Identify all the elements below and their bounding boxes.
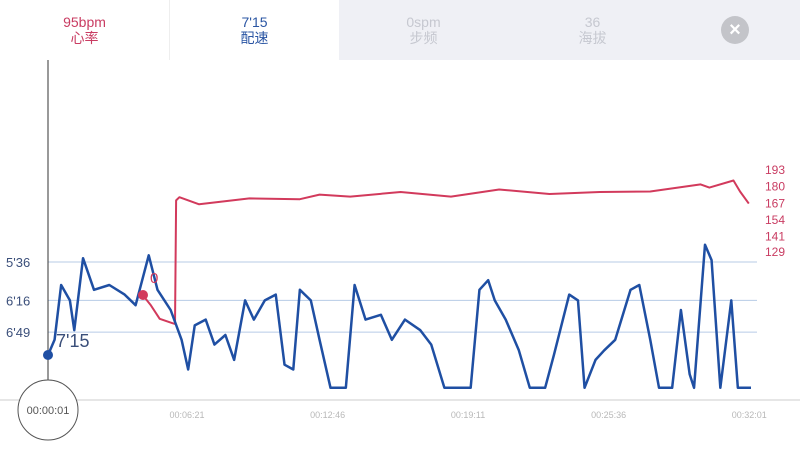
hr-tick-label: 193 [765, 163, 785, 177]
tab-altitude[interactable]: 36 海拔 [508, 0, 677, 60]
tab-value: 0spm [406, 14, 441, 30]
hr-cursor-dot [138, 290, 148, 300]
time-tick-label: 00:06:21 [170, 410, 205, 420]
tab-heart-rate[interactable]: 95bpm 心率 [0, 0, 169, 60]
cursor-time: 00:00:01 [27, 405, 70, 417]
pace-line [46, 243, 751, 390]
hr-tick-label: 154 [765, 213, 785, 227]
time-tick-label: 00:19:11 [451, 410, 485, 420]
pace-cursor-label: 7'15 [56, 331, 89, 351]
hr-tick-label: 141 [765, 230, 785, 244]
pace-tick-label: 6'16 [6, 293, 30, 308]
heart-rate-line [141, 179, 750, 325]
tab-label: 步频 [409, 30, 438, 46]
tab-value: 95bpm [63, 14, 106, 30]
time-tick-label: 00:25:36 [591, 410, 626, 420]
hr-tick-label: 129 [765, 245, 785, 259]
time-tick-label: 00:32:01 [732, 410, 767, 420]
tab-value: 7'15 [241, 14, 268, 30]
tab-label: 配速 [240, 30, 269, 46]
time-tick-label: 00:12:46 [310, 410, 345, 420]
hr-tick-label: 180 [765, 180, 785, 194]
close-circle-icon[interactable]: × [721, 16, 749, 44]
tab-pace[interactable]: 7'15 配速 [169, 0, 339, 60]
pace-tick-label: 5'36 [6, 255, 30, 270]
tab-label: 海拔 [578, 30, 607, 46]
hr-cursor-label: 0 [150, 270, 158, 287]
pace-tick-label: 6'49 [6, 325, 30, 340]
cursor-time-bubble [17, 379, 79, 441]
tab-value: 36 [584, 14, 601, 30]
tab-label: 心率 [70, 30, 99, 46]
pace-cursor-dot [43, 350, 53, 360]
metric-tabs: 95bpm 心率 7'15 配速 0spm 步频 36 海拔 × [0, 0, 800, 60]
tab-cadence[interactable]: 0spm 步频 [339, 0, 508, 60]
hr-tick-label: 167 [765, 196, 785, 210]
